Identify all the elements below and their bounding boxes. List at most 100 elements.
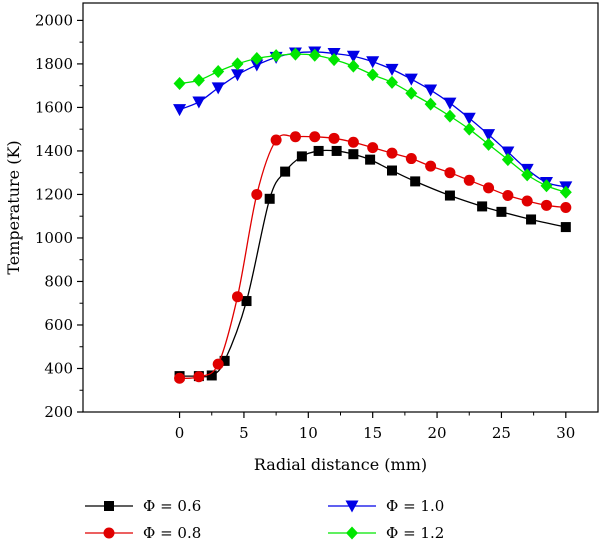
data-point	[540, 179, 553, 193]
data-point	[308, 48, 321, 62]
data-point	[347, 136, 359, 148]
x-tick-label: 30	[556, 424, 575, 442]
y-tick-label: 1200	[35, 185, 73, 203]
data-point	[482, 137, 495, 151]
x-tick-label: 20	[428, 424, 447, 442]
data-point	[280, 166, 291, 177]
x-tick-label: 0	[175, 424, 185, 442]
legend-item: Φ = 1.2	[328, 524, 444, 540]
data-point	[462, 112, 476, 125]
data-point	[231, 69, 244, 82]
data-point	[346, 50, 360, 63]
data-point	[250, 59, 264, 72]
data-point	[521, 195, 533, 207]
data-point	[502, 190, 514, 202]
data-point	[444, 167, 456, 179]
legend-label: Φ = 0.6	[143, 497, 201, 515]
data-point	[289, 131, 301, 143]
data-point	[386, 147, 398, 159]
legend: Φ = 0.6 Φ = 0.8 Φ = 1.0 Φ = 1.2	[85, 497, 444, 540]
data-point	[405, 86, 418, 100]
data-point	[443, 97, 457, 110]
data-point	[496, 206, 507, 217]
y-tick-label: 600	[44, 316, 73, 334]
data-point	[560, 202, 572, 213]
data-point	[241, 296, 252, 307]
data-point	[387, 165, 397, 176]
data-point	[231, 57, 244, 71]
data-point	[193, 371, 205, 383]
x-tick-label: 15	[363, 424, 382, 442]
data-point	[212, 358, 224, 370]
data-point	[521, 168, 534, 182]
data-point	[264, 193, 275, 204]
data-point	[174, 372, 186, 384]
data-point	[443, 109, 456, 123]
data-point	[250, 51, 263, 65]
data-point	[232, 291, 243, 303]
data-point	[367, 142, 379, 154]
data-point	[328, 53, 341, 67]
data-point	[366, 56, 380, 69]
data-point	[385, 63, 399, 76]
legend-item: Φ = 1.0	[328, 497, 444, 515]
data-point	[219, 355, 230, 366]
data-point	[270, 49, 283, 63]
legend-marker	[345, 500, 359, 513]
axes: 0 5 10 15 20 25 30 200 400 600 800 1000 1200 1400 1600…	[35, 2, 599, 442]
data-point	[404, 73, 418, 86]
y-tick-label: 400	[44, 359, 73, 377]
data-point	[483, 182, 495, 194]
y-tick-label: 800	[44, 272, 73, 290]
data-point	[192, 96, 206, 109]
data-point	[526, 214, 537, 225]
data-point	[424, 84, 438, 97]
y-tick-label: 1400	[35, 142, 73, 160]
series-line	[179, 149, 566, 378]
data-point	[463, 174, 475, 186]
data-point	[331, 145, 342, 156]
y-tick-label: 1600	[35, 98, 73, 116]
data-point	[425, 160, 437, 172]
data-point	[206, 370, 217, 381]
data-point	[309, 131, 321, 143]
data-point	[251, 188, 263, 200]
legend-marker	[346, 526, 358, 540]
data-point	[296, 151, 307, 162]
data-point	[173, 104, 187, 117]
data-point	[410, 176, 421, 187]
plot-area	[173, 46, 573, 384]
y-tick-label: 2000	[35, 11, 73, 29]
y-tick-label: 1800	[35, 55, 73, 73]
data-point	[211, 82, 225, 95]
y-tick-label: 200	[44, 403, 73, 421]
y-tick-label: 1000	[35, 229, 73, 247]
legend-item: Φ = 0.6	[85, 497, 201, 515]
data-point	[270, 134, 282, 146]
legend-item: Φ = 0.8	[85, 524, 201, 540]
data-point	[424, 97, 437, 111]
data-point	[313, 145, 324, 156]
data-point	[366, 68, 379, 82]
y-axis-title: Temperature (K)	[4, 140, 23, 274]
legend-marker	[104, 501, 114, 511]
x-tick-label: 25	[492, 424, 511, 442]
data-point	[365, 154, 376, 165]
plot-frame	[82, 2, 599, 413]
x-axis-title: Radial distance (mm)	[254, 455, 427, 474]
data-point	[501, 146, 515, 159]
data-point	[501, 153, 514, 167]
data-point	[477, 201, 488, 212]
legend-marker	[103, 527, 115, 539]
data-point	[348, 149, 359, 160]
data-point	[482, 129, 496, 142]
x-tick-label: 10	[299, 424, 318, 442]
legend-label: Φ = 0.8	[143, 524, 201, 540]
data-point	[559, 185, 572, 199]
data-point	[560, 222, 571, 233]
series-line	[179, 134, 566, 379]
data-point	[289, 47, 302, 61]
legend-label: Φ = 1.0	[386, 497, 444, 515]
data-point	[347, 59, 360, 73]
